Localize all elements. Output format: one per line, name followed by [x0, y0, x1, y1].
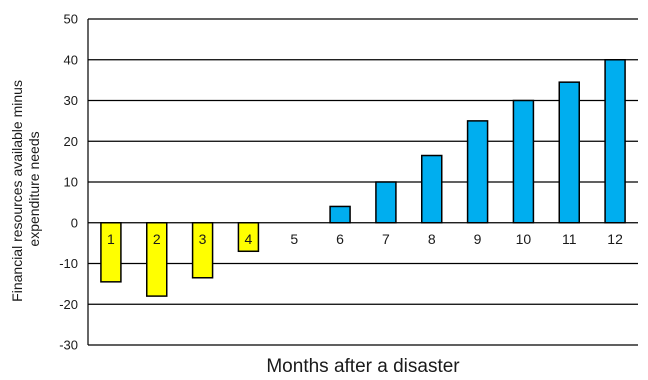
y-tick-label: 30 [64, 93, 78, 108]
y-tick-labels: -30 -20 -10 0 10 20 30 40 50 [59, 12, 78, 353]
category-label: 6 [336, 231, 344, 247]
bar-month-8 [421, 154, 443, 224]
y-tick-label: 20 [64, 134, 78, 149]
y-axis-title: Financial resources available minus expe… [9, 76, 42, 302]
category-label: 3 [199, 231, 207, 247]
bar-month-2 [146, 222, 168, 297]
category-label: 2 [153, 231, 161, 247]
y-tick-label: -30 [59, 338, 78, 353]
bar-month-1 [100, 222, 122, 283]
bar-month-3 [191, 222, 214, 279]
gridlines [88, 18, 638, 346]
category-label: 11 [562, 231, 577, 247]
category-label: 7 [382, 231, 390, 247]
bar-month-9 [466, 120, 489, 224]
category-label: 5 [290, 231, 298, 247]
bar-month-10 [512, 99, 535, 224]
y-axis-title-line-2: expenditure needs [26, 131, 42, 246]
category-label: 4 [245, 231, 253, 247]
y-tick-label: 50 [64, 12, 78, 27]
bar-month-4 [237, 222, 260, 253]
category-label: 8 [428, 231, 436, 247]
y-tick-label: 40 [64, 52, 78, 67]
category-label: 9 [474, 231, 482, 247]
bar-month-11 [558, 81, 580, 224]
y-tick-label: 0 [71, 215, 78, 230]
category-label: 10 [516, 231, 532, 247]
y-tick-label: -10 [59, 256, 78, 271]
y-tick-label: -20 [59, 297, 78, 312]
category-label: 1 [107, 231, 115, 247]
category-label: 12 [607, 231, 623, 247]
x-axis-title: Months after a disaster [266, 356, 460, 377]
y-axis-title-line-1: Financial resources available minus [9, 80, 25, 302]
category-labels: 1 2 3 4 5 6 7 8 9 10 11 12 [107, 231, 623, 247]
bar-month-7 [375, 181, 397, 224]
bar-month-12 [604, 59, 626, 224]
bars [100, 59, 626, 297]
y-tick-label: 10 [64, 175, 78, 190]
bar-month-6 [329, 205, 351, 224]
